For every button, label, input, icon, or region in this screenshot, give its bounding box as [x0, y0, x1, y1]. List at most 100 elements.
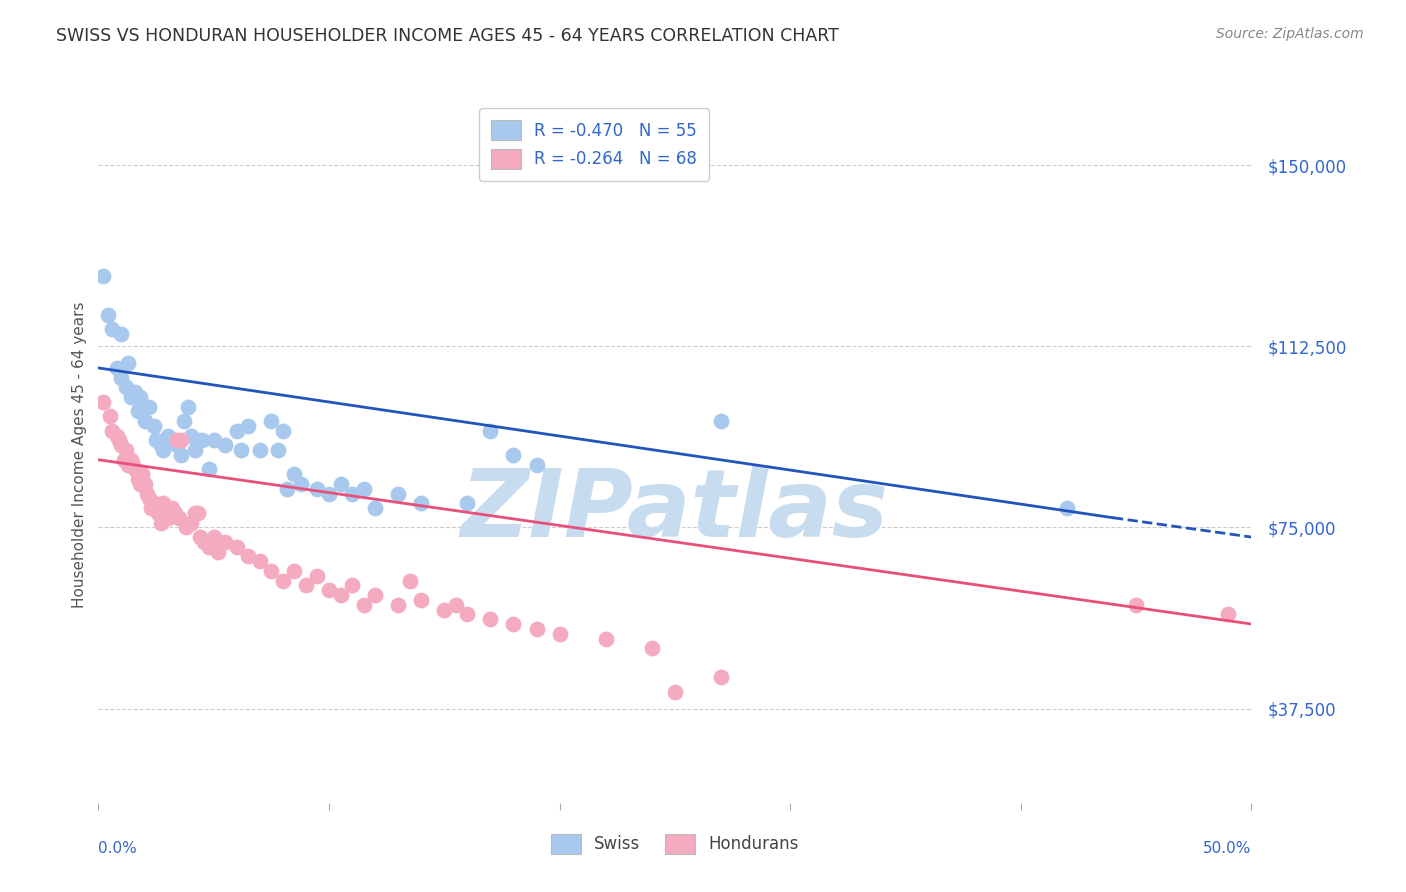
Point [134, 414, 156, 428]
Point [340, 578, 363, 592]
Point [1218, 607, 1240, 622]
Point [225, 540, 247, 554]
Point [127, 472, 149, 486]
Point [214, 438, 236, 452]
Point [127, 404, 149, 418]
Point [97, 308, 120, 322]
Point [173, 414, 195, 428]
Point [142, 419, 165, 434]
Point [479, 612, 502, 626]
Point [152, 496, 174, 510]
Point [595, 632, 617, 646]
Point [110, 438, 132, 452]
Point [98, 409, 121, 424]
Point [387, 598, 409, 612]
Point [105, 361, 128, 376]
Point [231, 443, 253, 458]
Point [167, 510, 190, 524]
Text: SWISS VS HONDURAN HOUSEHOLDER INCOME AGES 45 - 64 YEARS CORRELATION CHART: SWISS VS HONDURAN HOUSEHOLDER INCOME AGE… [56, 27, 839, 45]
Point [271, 574, 294, 588]
Point [307, 568, 329, 582]
Point [398, 574, 420, 588]
Point [276, 482, 298, 496]
Point [91, 394, 114, 409]
Text: ZIPatlas: ZIPatlas [461, 465, 889, 557]
Point [283, 564, 305, 578]
Point [238, 549, 260, 564]
Text: 0.0%: 0.0% [98, 841, 138, 856]
Point [260, 414, 283, 428]
Point [188, 530, 211, 544]
Point [115, 443, 138, 458]
Point [138, 491, 160, 506]
Point [187, 434, 209, 448]
Point [129, 476, 152, 491]
Point [290, 476, 312, 491]
Point [664, 684, 686, 698]
Point [120, 390, 142, 404]
Point [110, 370, 132, 384]
Point [283, 467, 305, 482]
Point [260, 564, 283, 578]
Point [149, 516, 172, 530]
Point [101, 424, 124, 438]
Point [131, 467, 153, 482]
Point [160, 434, 183, 448]
Point [1056, 501, 1078, 516]
Point [411, 592, 433, 607]
Point [433, 602, 456, 616]
Point [134, 476, 156, 491]
Text: Source: ZipAtlas.com: Source: ZipAtlas.com [1216, 27, 1364, 41]
Point [142, 496, 165, 510]
Point [156, 510, 179, 524]
Point [191, 434, 214, 448]
Point [108, 434, 131, 448]
Point [174, 520, 197, 534]
Point [184, 506, 207, 520]
Point [166, 434, 188, 448]
Point [238, 419, 260, 434]
Point [329, 476, 352, 491]
Point [318, 583, 340, 598]
Point [145, 501, 167, 516]
Point [548, 626, 571, 640]
Point [502, 617, 524, 632]
Point [214, 534, 236, 549]
Point [124, 462, 146, 476]
Point [249, 443, 271, 458]
Point [105, 428, 128, 442]
Point [115, 380, 138, 394]
Point [225, 424, 247, 438]
Point [160, 501, 183, 516]
Point [112, 452, 135, 467]
Point [124, 385, 146, 400]
Point [502, 448, 524, 462]
Point [479, 424, 502, 438]
Point [340, 486, 363, 500]
Point [152, 443, 174, 458]
Point [202, 434, 225, 448]
Point [271, 424, 294, 438]
Point [177, 400, 200, 414]
Point [456, 496, 478, 510]
Point [1125, 598, 1147, 612]
Point [198, 462, 221, 476]
Point [180, 428, 202, 442]
Point [166, 438, 188, 452]
Point [387, 486, 409, 500]
Point [141, 501, 163, 516]
Point [364, 501, 387, 516]
Point [318, 486, 340, 500]
Point [110, 327, 132, 342]
Point [122, 458, 145, 472]
Point [91, 269, 114, 284]
Point [526, 622, 548, 636]
Point [129, 390, 152, 404]
Point [145, 434, 167, 448]
Point [156, 428, 179, 442]
Legend: Swiss, Hondurans: Swiss, Hondurans [541, 823, 808, 864]
Point [353, 482, 375, 496]
Point [202, 530, 225, 544]
Point [710, 670, 733, 684]
Point [149, 438, 172, 452]
